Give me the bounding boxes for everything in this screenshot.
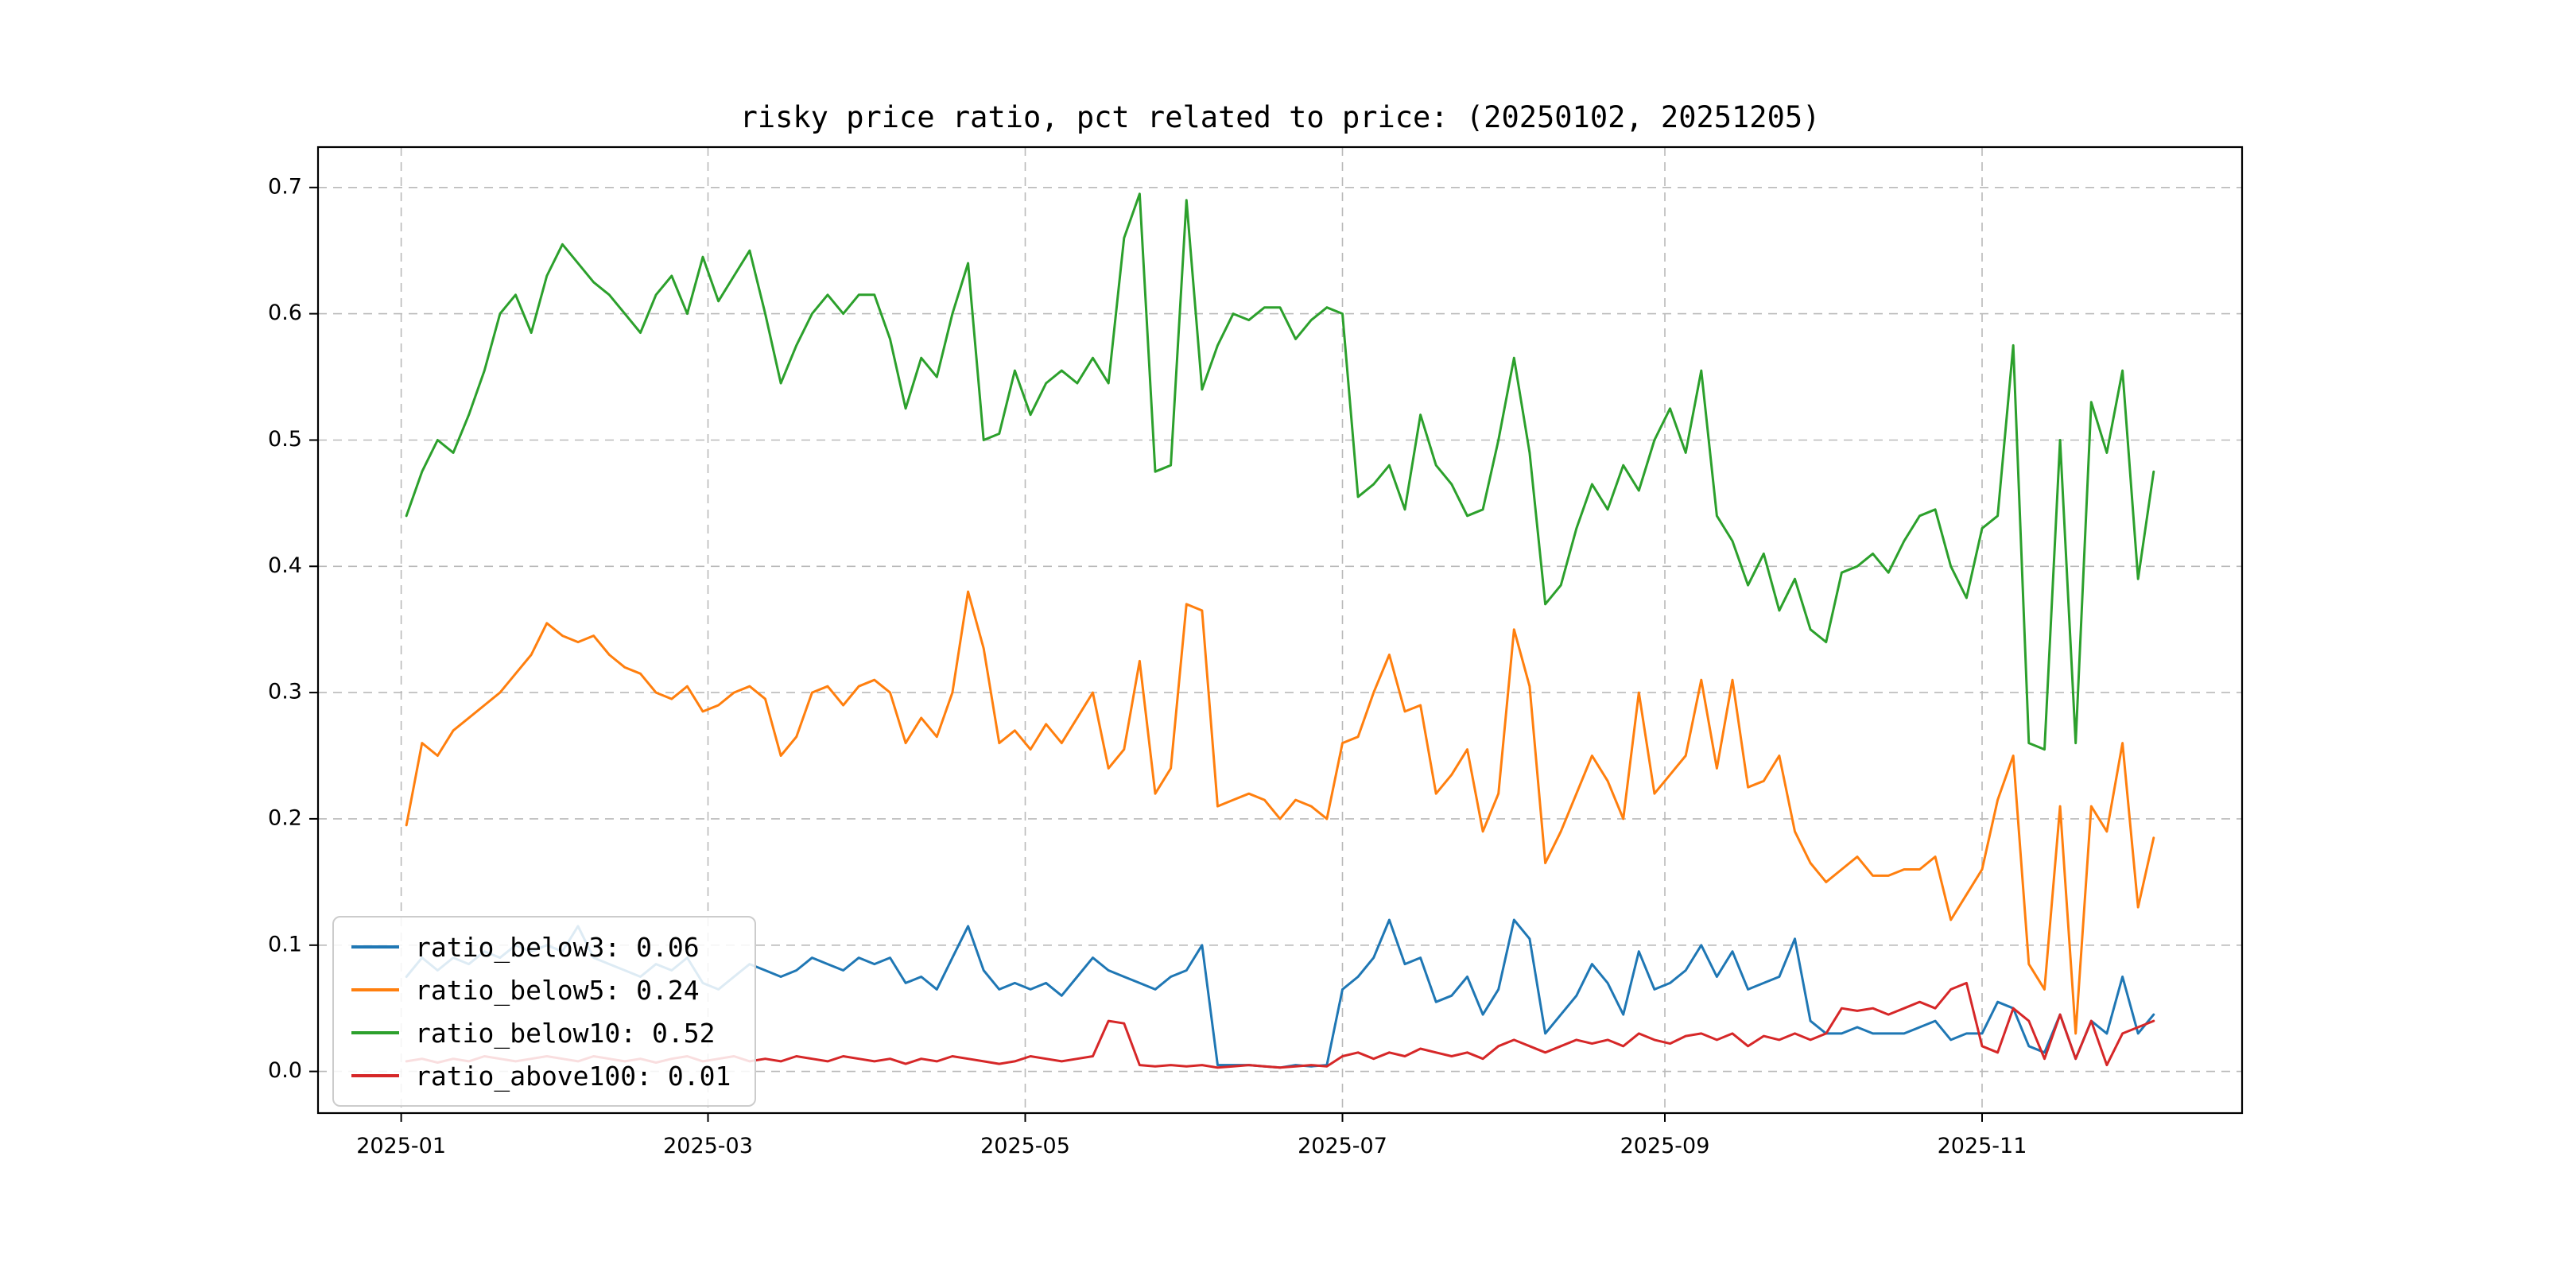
legend-entry-ratio-above100: ratio_above100: 0.01 [351,1057,731,1094]
legend-label-ratio-below5: ratio_below5: 0.24 [415,974,700,1006]
legend-line-swatch-blue [351,945,399,949]
legend-entry-ratio-below10: ratio_below10: 0.52 [351,1014,731,1051]
svg-text:2025-01: 2025-01 [356,1134,446,1158]
legend: ratio_below3: 0.06 ratio_below5: 0.24 ra… [332,916,757,1107]
svg-text:0.1: 0.1 [268,932,302,956]
legend-entry-ratio-below3: ratio_below3: 0.06 [351,929,731,965]
svg-text:0.4: 0.4 [268,553,302,578]
svg-text:2025-03: 2025-03 [663,1134,753,1158]
chart-title: risky price ratio, pct related to price:… [739,100,1821,134]
legend-label-ratio-above100: ratio_above100: 0.01 [415,1060,731,1092]
svg-text:2025-11: 2025-11 [1938,1134,2027,1158]
legend-label-ratio-below3: ratio_below3: 0.06 [415,931,700,963]
legend-entry-ratio-below5: ratio_below5: 0.24 [351,972,731,1008]
svg-text:0.6: 0.6 [268,301,302,325]
svg-text:0.2: 0.2 [268,805,302,830]
legend-label-ratio-below10: ratio_below10: 0.52 [415,1017,716,1049]
svg-text:0.7: 0.7 [268,174,302,199]
svg-text:0.3: 0.3 [268,680,302,704]
svg-text:2025-07: 2025-07 [1298,1134,1387,1158]
svg-text:0.5: 0.5 [268,427,302,452]
svg-text:0.0: 0.0 [268,1058,302,1083]
legend-line-swatch-orange [351,988,399,991]
svg-text:2025-09: 2025-09 [1620,1134,1710,1158]
legend-line-swatch-green [351,1031,399,1034]
legend-line-swatch-red [351,1074,399,1077]
svg-text:2025-05: 2025-05 [980,1134,1070,1158]
